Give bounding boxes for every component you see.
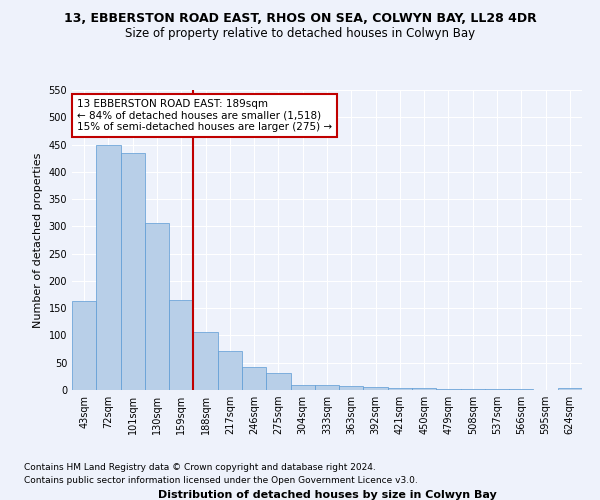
Bar — [96, 145, 121, 390]
Text: 13 EBBERSTON ROAD EAST: 189sqm
← 84% of detached houses are smaller (1,518)
15% : 13 EBBERSTON ROAD EAST: 189sqm ← 84% of … — [77, 99, 332, 132]
Bar — [436, 389, 461, 390]
Bar — [388, 388, 412, 390]
Bar — [290, 384, 315, 390]
Bar — [121, 154, 145, 390]
Bar — [72, 301, 96, 390]
Bar — [169, 300, 193, 390]
X-axis label: Distribution of detached houses by size in Colwyn Bay: Distribution of detached houses by size … — [158, 490, 496, 500]
Bar — [218, 350, 242, 390]
Bar — [315, 384, 339, 390]
Bar — [145, 223, 169, 390]
Text: Size of property relative to detached houses in Colwyn Bay: Size of property relative to detached ho… — [125, 28, 475, 40]
Text: Contains public sector information licensed under the Open Government Licence v3: Contains public sector information licen… — [24, 476, 418, 485]
Bar — [339, 386, 364, 390]
Bar — [558, 388, 582, 390]
Bar — [412, 388, 436, 390]
Text: Contains HM Land Registry data © Crown copyright and database right 2024.: Contains HM Land Registry data © Crown c… — [24, 464, 376, 472]
Bar — [266, 372, 290, 390]
Bar — [193, 332, 218, 390]
Text: 13, EBBERSTON ROAD EAST, RHOS ON SEA, COLWYN BAY, LL28 4DR: 13, EBBERSTON ROAD EAST, RHOS ON SEA, CO… — [64, 12, 536, 26]
Y-axis label: Number of detached properties: Number of detached properties — [33, 152, 43, 328]
Bar — [242, 366, 266, 390]
Bar — [364, 388, 388, 390]
